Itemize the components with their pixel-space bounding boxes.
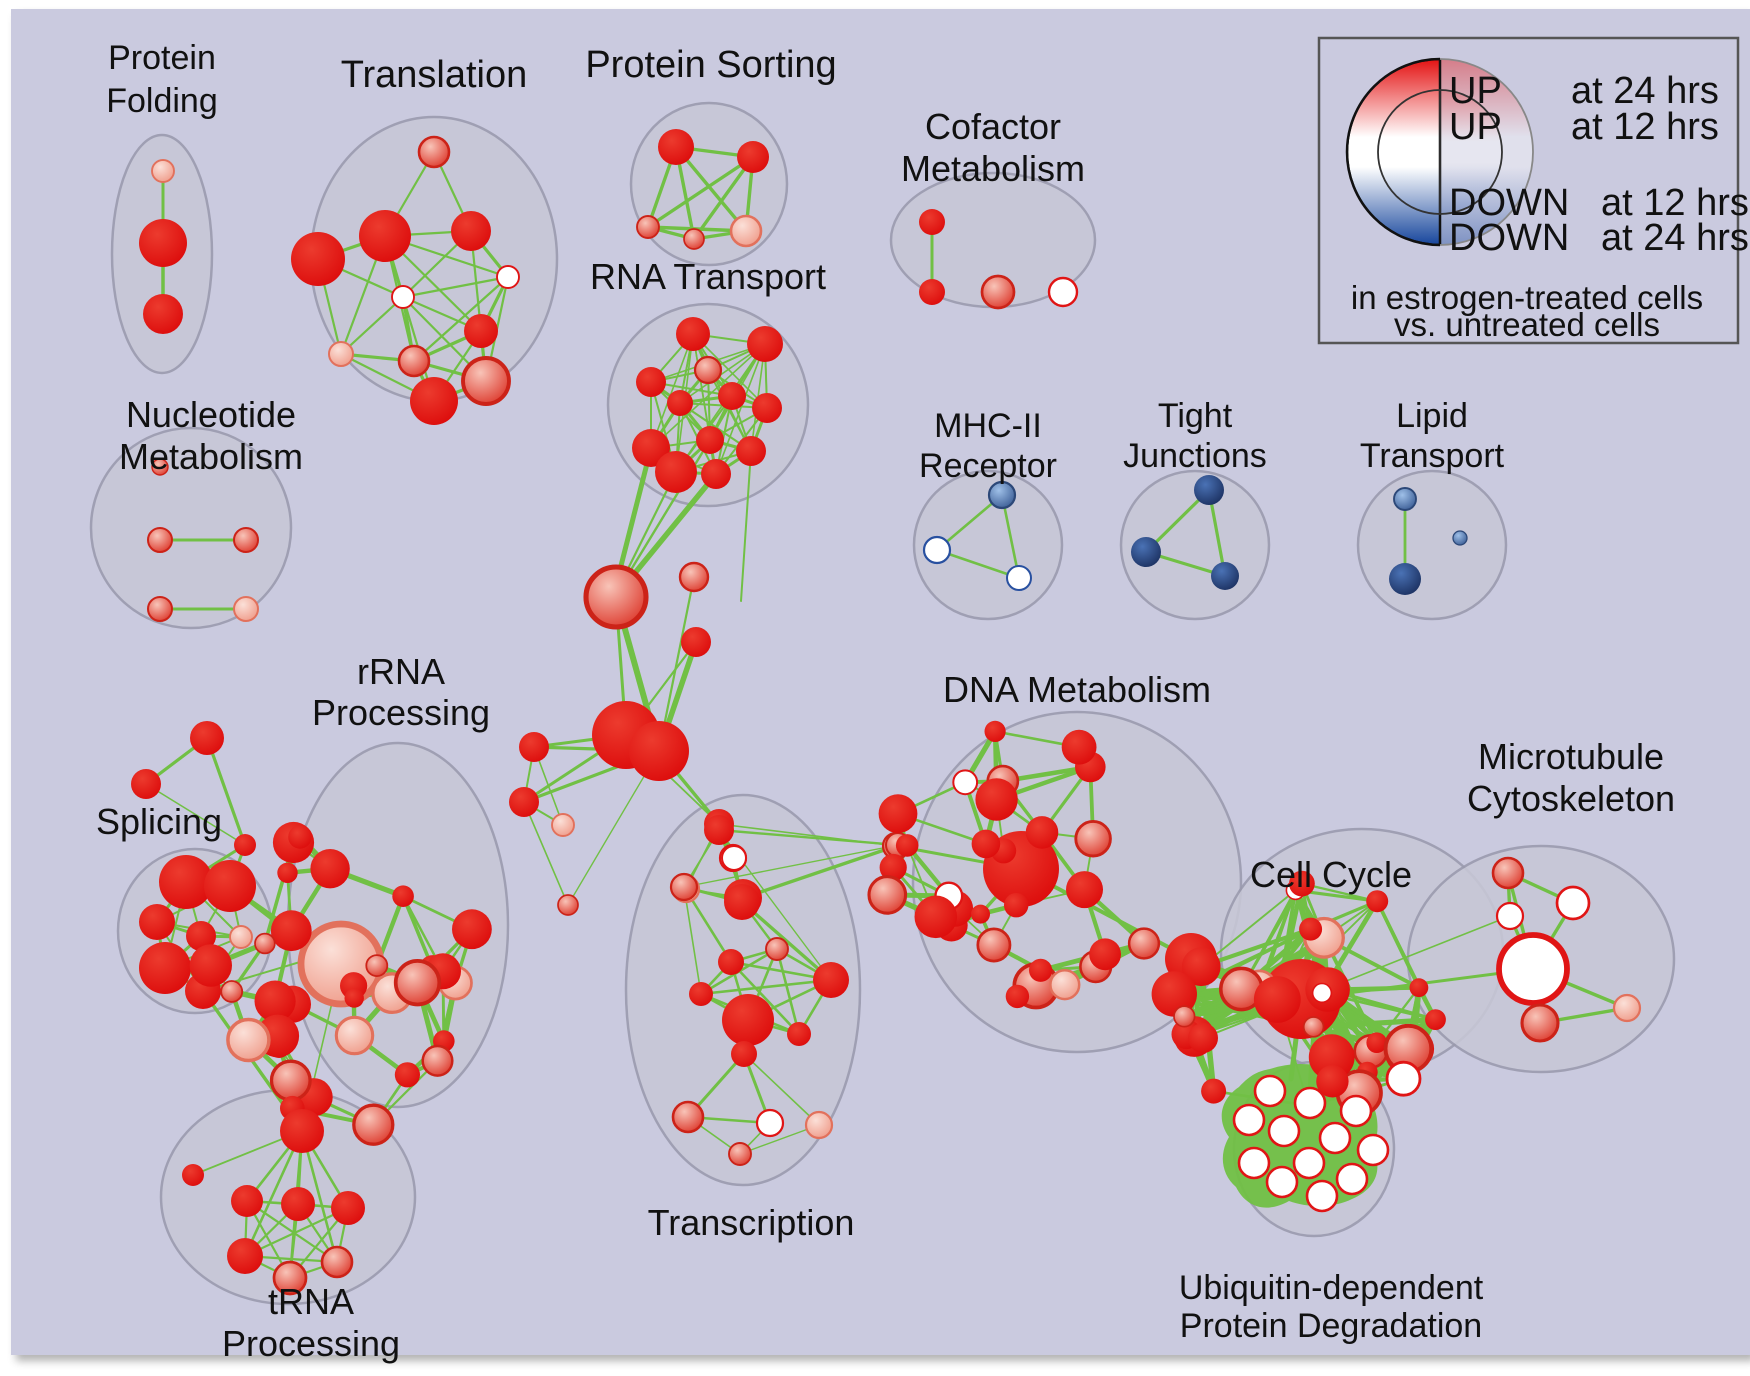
- svg-text:DNA Metabolism: DNA Metabolism: [943, 669, 1211, 710]
- svg-text:Splicing: Splicing: [96, 801, 222, 842]
- svg-text:Protein Degradation: Protein Degradation: [1180, 1307, 1482, 1345]
- svg-text:Cofactor: Cofactor: [925, 106, 1061, 147]
- svg-text:at 12 hrs: at 12 hrs: [1571, 106, 1719, 148]
- svg-text:Junctions: Junctions: [1123, 437, 1267, 475]
- svg-text:at 24 hrs: at 24 hrs: [1601, 217, 1749, 259]
- svg-text:Cytoskeleton: Cytoskeleton: [1467, 778, 1675, 819]
- svg-text:Metabolism: Metabolism: [119, 436, 303, 477]
- svg-text:Processing: Processing: [222, 1323, 400, 1364]
- svg-text:DOWN: DOWN: [1449, 217, 1569, 259]
- svg-text:Receptor: Receptor: [919, 447, 1057, 485]
- svg-text:tRNA: tRNA: [268, 1281, 354, 1322]
- svg-text:Ubiquitin-dependent: Ubiquitin-dependent: [1179, 1269, 1484, 1307]
- svg-text:Transcription: Transcription: [648, 1202, 855, 1243]
- svg-text:Tight: Tight: [1158, 397, 1233, 435]
- svg-text:Lipid: Lipid: [1396, 397, 1468, 435]
- svg-text:Cell Cycle: Cell Cycle: [1250, 854, 1412, 895]
- svg-text:rRNA: rRNA: [357, 651, 445, 692]
- svg-text:Translation: Translation: [341, 54, 528, 96]
- svg-text:Protein: Protein: [108, 39, 216, 77]
- svg-text:Microtubule: Microtubule: [1478, 736, 1664, 777]
- svg-text:Transport: Transport: [1360, 437, 1505, 475]
- svg-text:UP: UP: [1449, 106, 1502, 148]
- svg-text:Nucleotide: Nucleotide: [126, 394, 296, 435]
- svg-text:Folding: Folding: [106, 82, 218, 120]
- svg-text:RNA Transport: RNA Transport: [590, 256, 826, 297]
- svg-text:Protein Sorting: Protein Sorting: [585, 44, 836, 86]
- svg-text:Processing: Processing: [312, 692, 490, 733]
- svg-text:vs. untreated cells: vs. untreated cells: [1394, 306, 1660, 343]
- svg-text:MHC-II: MHC-II: [934, 407, 1042, 445]
- svg-text:Metabolism: Metabolism: [901, 148, 1085, 189]
